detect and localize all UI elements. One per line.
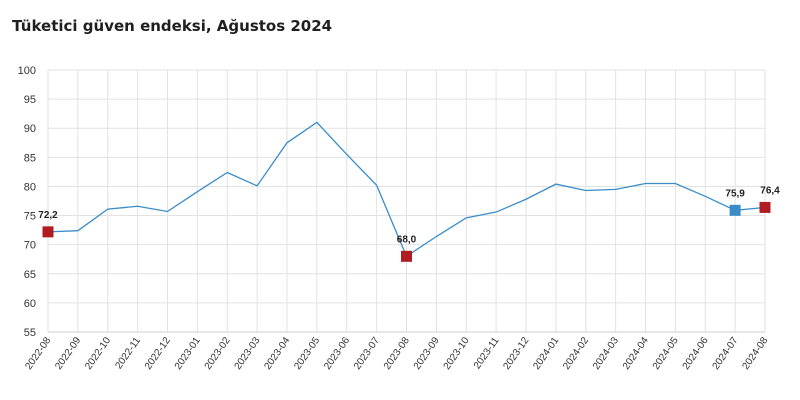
- x-tick-label: 2022-11: [113, 335, 143, 371]
- x-axis: 2022-08 2022-09 2022-10 2022-11 2022-12 2023-…: [23, 335, 770, 372]
- y-tick-label: 80: [24, 181, 36, 193]
- y-tick-label: 60: [24, 298, 36, 310]
- data-label: 75,9: [725, 188, 745, 199]
- y-tick-label: 65: [24, 269, 36, 281]
- data-label: 68,0: [397, 234, 417, 245]
- x-tick-label: 2024-08: [740, 335, 770, 372]
- y-axis: 55 60 65 70 75 80 85 90 95 100: [18, 65, 36, 339]
- x-tick-label: 2024-02: [561, 335, 591, 372]
- x-tick-label: 2022-10: [83, 335, 113, 372]
- x-tick-label: 2024-03: [591, 335, 621, 372]
- data-marker: [759, 201, 771, 213]
- y-tick-label: 55: [24, 327, 36, 339]
- y-tick-label: 90: [24, 123, 36, 135]
- x-tick-label: 2023-02: [203, 335, 233, 372]
- data-label: 76,4: [760, 185, 780, 196]
- x-tick-label: 2023-01: [173, 335, 203, 372]
- data-marker: [729, 204, 741, 216]
- x-tick-label: 2022-09: [53, 335, 83, 372]
- chart-title: Tüketici güven endeksi, Ağustos 2024: [12, 17, 333, 35]
- x-tick-label: 2023-10: [442, 335, 472, 372]
- x-tick-label: 2023-07: [352, 335, 382, 372]
- y-tick-label: 95: [24, 94, 36, 106]
- y-tick-label: 70: [24, 240, 36, 252]
- y-tick-label: 100: [18, 65, 36, 77]
- data-label: 72,2: [38, 210, 58, 221]
- y-tick-label: 75: [24, 211, 36, 223]
- markers-layer: 72,2 68,0 75,9 76,4: [38, 185, 780, 262]
- data-marker: [401, 250, 412, 262]
- grid-lines: [47, 69, 766, 333]
- x-tick-label: 2024-06: [681, 335, 711, 372]
- x-tick-label: 2022-08: [23, 335, 53, 372]
- x-tick-label: 2023-12: [501, 335, 531, 372]
- x-tick-label: 2022-12: [143, 335, 173, 372]
- x-tick-label: 2023-09: [412, 335, 442, 372]
- x-tick-label: 2023-05: [292, 335, 322, 372]
- y-tick-label: 85: [24, 152, 36, 164]
- x-tick-label: 2023-08: [382, 335, 412, 372]
- x-tick-label: 2024-01: [531, 335, 561, 372]
- x-tick-label: 2024-05: [651, 335, 681, 372]
- data-marker: [42, 226, 54, 238]
- x-tick-label: 2024-04: [621, 335, 651, 372]
- x-tick-label: 2023-04: [262, 335, 292, 372]
- x-tick-label: 2023-03: [233, 335, 263, 372]
- x-tick-label: 2023-11: [472, 335, 502, 371]
- x-tick-label: 2024-07: [711, 335, 741, 372]
- x-tick-label: 2023-06: [322, 335, 352, 372]
